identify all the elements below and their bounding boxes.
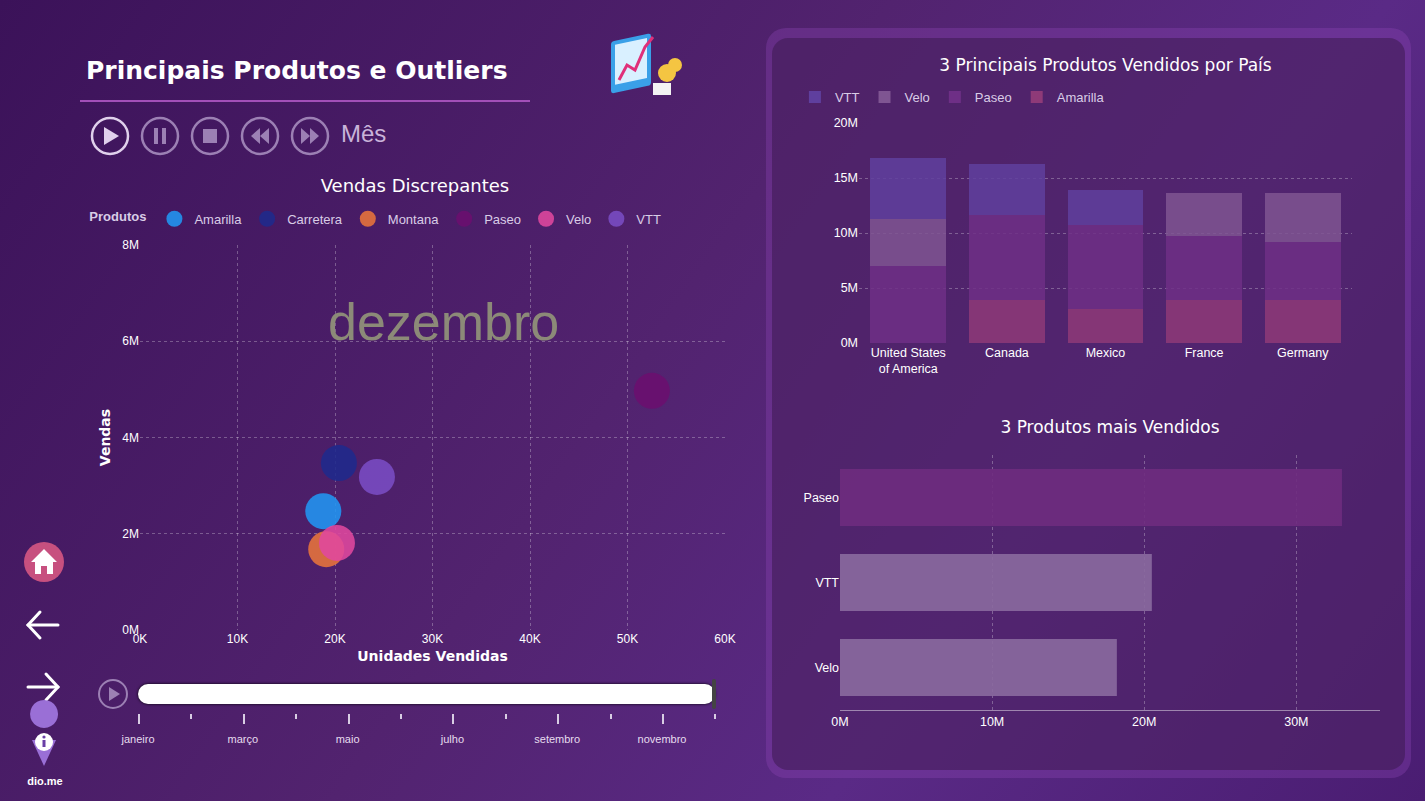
svg-text:Velo: Velo: [566, 212, 591, 227]
svg-text:20M: 20M: [834, 116, 858, 130]
svg-text:8M: 8M: [122, 238, 139, 252]
svg-text:0K: 0K: [133, 632, 148, 646]
svg-text:40K: 40K: [519, 632, 540, 646]
svg-text:6M: 6M: [122, 334, 139, 348]
svg-text:Paseo: Paseo: [484, 212, 521, 227]
svg-text:Vendas Discrepantes: Vendas Discrepantes: [321, 175, 510, 196]
svg-text:10K: 10K: [227, 632, 248, 646]
svg-text:Produtos: Produtos: [89, 209, 146, 224]
svg-text:Carretera: Carretera: [287, 212, 343, 227]
svg-text:Amarilla: Amarilla: [1057, 90, 1105, 105]
svg-text:VTT: VTT: [815, 576, 839, 590]
svg-text:Germany: Germany: [1277, 346, 1329, 360]
svg-text:10M: 10M: [834, 226, 858, 240]
svg-text:Paseo: Paseo: [975, 90, 1012, 105]
html-text:janeiro: janeiro: [121, 733, 155, 745]
html-text:maio: maio: [335, 733, 360, 745]
svg-text:Montana: Montana: [388, 212, 439, 227]
svg-text:0M: 0M: [841, 336, 858, 350]
svg-text:Amarilla: Amarilla: [194, 212, 242, 227]
svg-text:Mexico: Mexico: [1086, 346, 1126, 360]
svg-text:Velo: Velo: [905, 90, 930, 105]
svg-text:Paseo: Paseo: [804, 491, 839, 505]
svg-text:Unidades Vendidas: Unidades Vendidas: [357, 648, 507, 664]
svg-text:Canada: Canada: [985, 346, 1029, 360]
svg-text:dezembro: dezembro: [328, 293, 559, 351]
svg-text:0M: 0M: [831, 715, 848, 729]
svg-text:20M: 20M: [1132, 715, 1156, 729]
html-text:Principais Produtos e Outliers: Principais Produtos e Outliers: [86, 56, 508, 85]
html-text:novembro: novembro: [637, 733, 687, 745]
svg-text:3 Principais Produtos Vendidos: 3 Principais Produtos Vendidos por País: [939, 55, 1272, 75]
svg-text:3 Produtos mais Vendidos: 3 Produtos mais Vendidos: [1000, 417, 1219, 437]
html-text:setembro: setembro: [534, 733, 581, 745]
svg-text:30M: 30M: [1284, 715, 1308, 729]
svg-text:United Statesof America: United Statesof America: [871, 346, 946, 376]
svg-text:VTT: VTT: [835, 90, 860, 105]
svg-text:Vendas: Vendas: [97, 409, 113, 466]
html-text:Mês: Mês: [341, 120, 387, 147]
html-text:março: março: [227, 733, 259, 745]
svg-text:5M: 5M: [841, 281, 858, 295]
svg-text:4M: 4M: [122, 431, 139, 445]
svg-text:10M: 10M: [980, 715, 1004, 729]
svg-text:60K: 60K: [714, 632, 735, 646]
svg-text:Velo: Velo: [815, 661, 839, 675]
svg-text:20K: 20K: [324, 632, 345, 646]
svg-text:50K: 50K: [617, 632, 638, 646]
svg-text:15M: 15M: [834, 171, 858, 185]
svg-text:France: France: [1185, 346, 1224, 360]
svg-text:0M: 0M: [122, 623, 139, 637]
svg-text:30K: 30K: [422, 632, 443, 646]
html-text:dio.me: dio.me: [27, 775, 63, 787]
svg-text:2M: 2M: [122, 527, 139, 541]
html-text:julho: julho: [440, 733, 464, 745]
svg-text:VTT: VTT: [636, 212, 661, 227]
